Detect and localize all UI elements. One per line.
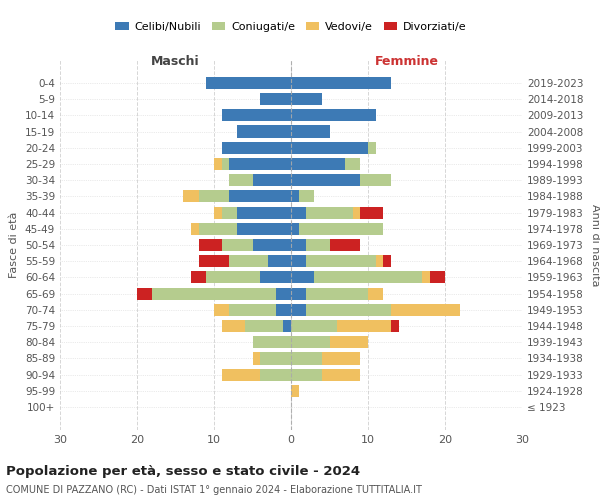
Bar [291, 206, 307, 218]
Bar [368, 288, 383, 300]
Bar [329, 336, 368, 348]
Bar [391, 304, 460, 316]
Bar [353, 206, 360, 218]
Bar [360, 206, 383, 218]
Bar [283, 320, 291, 332]
Bar [253, 239, 291, 251]
Bar [229, 190, 291, 202]
Bar [322, 352, 360, 364]
Text: Maschi: Maschi [151, 56, 200, 68]
Bar [291, 255, 307, 268]
Bar [206, 77, 291, 89]
Bar [345, 158, 360, 170]
Legend: Celibi/Nubili, Coniugati/e, Vedovi/e, Divorziati/e: Celibi/Nubili, Coniugati/e, Vedovi/e, Di… [111, 18, 471, 36]
Bar [222, 109, 291, 122]
Bar [229, 304, 275, 316]
Bar [275, 304, 291, 316]
Bar [253, 174, 291, 186]
Bar [291, 239, 307, 251]
Bar [229, 255, 268, 268]
Bar [307, 206, 353, 218]
Text: Femmine: Femmine [374, 56, 439, 68]
Bar [383, 255, 391, 268]
Bar [237, 222, 291, 235]
Bar [376, 255, 383, 268]
Bar [307, 304, 391, 316]
Bar [222, 368, 260, 381]
Bar [291, 126, 329, 138]
Bar [253, 336, 291, 348]
Bar [191, 222, 199, 235]
Bar [291, 222, 299, 235]
Bar [291, 174, 360, 186]
Bar [137, 288, 152, 300]
Y-axis label: Fasce di età: Fasce di età [10, 212, 19, 278]
Bar [245, 320, 283, 332]
Bar [291, 190, 299, 202]
Text: Popolazione per età, sesso e stato civile - 2024: Popolazione per età, sesso e stato civil… [6, 465, 360, 478]
Bar [237, 206, 291, 218]
Bar [291, 385, 299, 397]
Bar [307, 288, 368, 300]
Bar [260, 93, 291, 105]
Bar [222, 206, 237, 218]
Bar [199, 190, 229, 202]
Bar [253, 352, 260, 364]
Bar [430, 272, 445, 283]
Bar [299, 222, 383, 235]
Bar [199, 222, 237, 235]
Bar [337, 320, 391, 332]
Bar [291, 304, 307, 316]
Bar [291, 77, 391, 89]
Bar [307, 239, 329, 251]
Bar [214, 206, 222, 218]
Bar [291, 352, 322, 364]
Bar [391, 320, 399, 332]
Bar [329, 239, 360, 251]
Y-axis label: Anni di nascita: Anni di nascita [590, 204, 600, 286]
Bar [191, 272, 206, 283]
Bar [291, 288, 307, 300]
Bar [291, 368, 322, 381]
Text: COMUNE DI PAZZANO (RC) - Dati ISTAT 1° gennaio 2024 - Elaborazione TUTTITALIA.IT: COMUNE DI PAZZANO (RC) - Dati ISTAT 1° g… [6, 485, 422, 495]
Bar [222, 320, 245, 332]
Bar [214, 158, 222, 170]
Bar [260, 352, 291, 364]
Bar [214, 304, 229, 316]
Bar [322, 368, 360, 381]
Bar [291, 336, 329, 348]
Bar [222, 158, 229, 170]
Bar [229, 158, 291, 170]
Bar [299, 190, 314, 202]
Bar [314, 272, 422, 283]
Bar [199, 239, 222, 251]
Bar [291, 142, 368, 154]
Bar [291, 320, 337, 332]
Bar [152, 288, 275, 300]
Bar [260, 368, 291, 381]
Bar [183, 190, 199, 202]
Bar [222, 142, 291, 154]
Bar [360, 174, 391, 186]
Bar [291, 272, 314, 283]
Bar [275, 288, 291, 300]
Bar [291, 109, 376, 122]
Bar [199, 255, 229, 268]
Bar [260, 272, 291, 283]
Bar [307, 255, 376, 268]
Bar [237, 126, 291, 138]
Bar [291, 93, 322, 105]
Bar [229, 174, 253, 186]
Bar [206, 272, 260, 283]
Bar [222, 239, 253, 251]
Bar [268, 255, 291, 268]
Bar [422, 272, 430, 283]
Bar [368, 142, 376, 154]
Bar [291, 158, 345, 170]
